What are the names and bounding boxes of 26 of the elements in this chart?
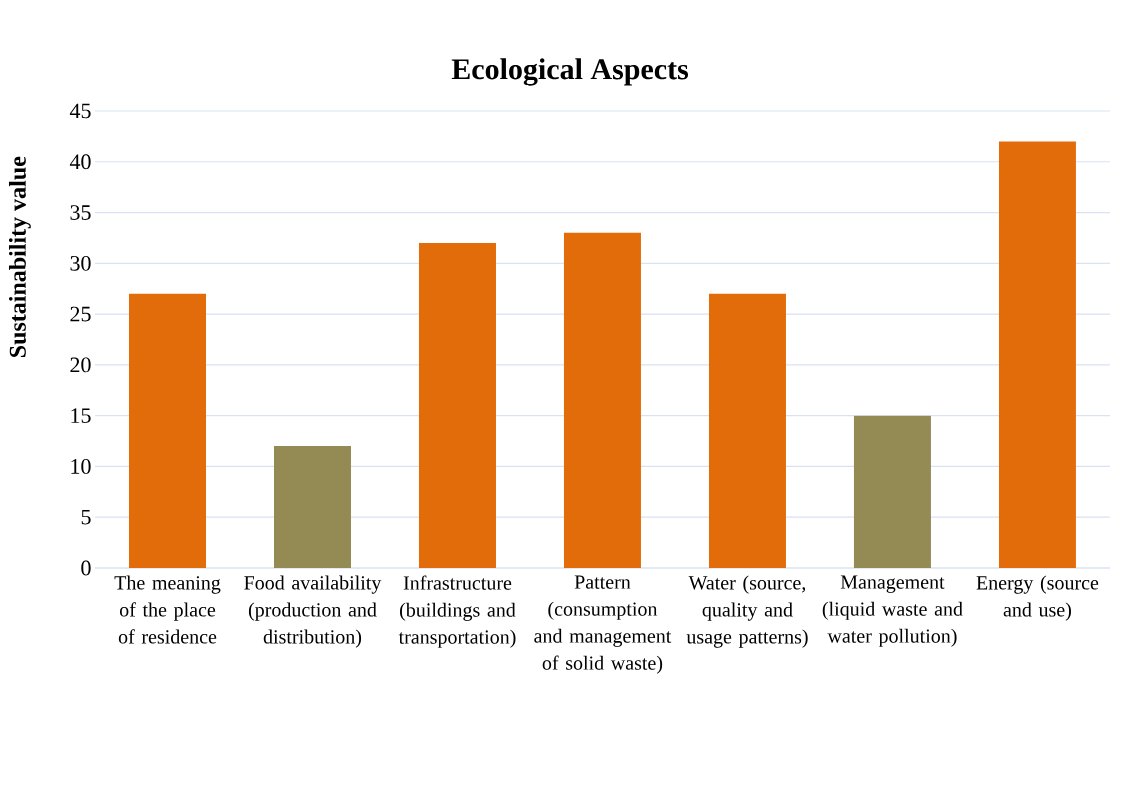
y-tick-label: 20 (70, 357, 91, 373)
y-tick-label: 15 (71, 408, 91, 424)
x-tick-label: Food availability (production and distribution) (244, 575, 382, 648)
y-tick-label: 25 (70, 306, 91, 322)
x-tick-label: Management (liquid waste and water pollution) (822, 575, 963, 647)
bar (273, 446, 351, 568)
y-tick-label: 45 (69, 103, 91, 119)
x-tick-label: Water (source, quality and usage patterns) (686, 575, 808, 648)
y-axis-title: Sustainability value (8, 156, 31, 357)
bar (129, 293, 206, 568)
bar (563, 232, 641, 568)
x-tick-label: Energy (source and use) (976, 575, 1099, 621)
x-tick-label: Pattern (consumption and management of solid waste) (534, 575, 672, 674)
y-tick-label: 35 (70, 205, 91, 220)
bar (853, 415, 931, 568)
y-tick-label: 5 (81, 509, 91, 525)
y-tick-label: 40 (69, 154, 91, 170)
bar (998, 141, 1076, 568)
bar (708, 293, 786, 568)
chart-title: Ecological Aspects (451, 58, 689, 86)
y-tick-label: 0 (81, 560, 91, 576)
x-tick-label: Infrastructure (buildings and transportation) (398, 575, 516, 648)
y-tick-label: 10 (71, 459, 91, 474)
bar (418, 243, 496, 568)
y-tick-label: 30 (70, 255, 91, 271)
x-tick-label: The meaning of the place of residence (114, 575, 221, 644)
